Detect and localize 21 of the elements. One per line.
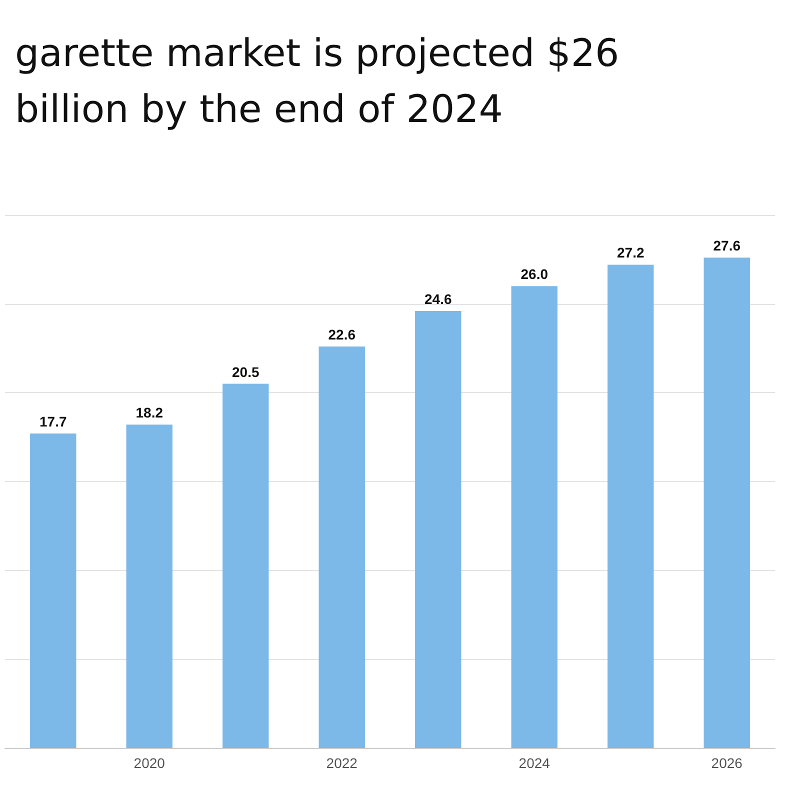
bar xyxy=(30,434,76,748)
x-tick-label: 2022 xyxy=(326,755,358,771)
data-label: 24.6 xyxy=(424,290,452,307)
data-label: 17.7 xyxy=(40,414,67,430)
x-tick-label: 2026 xyxy=(711,755,743,771)
data-label: 20.5 xyxy=(232,364,260,380)
bar xyxy=(511,286,558,748)
data-label: 27.6 xyxy=(713,238,741,254)
data-label: 22.6 xyxy=(328,326,356,342)
bar xyxy=(415,310,462,748)
bar xyxy=(704,258,750,748)
bar xyxy=(608,264,654,748)
bar xyxy=(222,384,269,748)
data-label: 26.0 xyxy=(520,266,548,282)
data-label: 27.2 xyxy=(617,244,644,261)
chart-title: garette market is projected $26 billion by the end of 2024 xyxy=(15,31,632,131)
bar xyxy=(126,424,172,748)
x-tick-label: 2024 xyxy=(518,755,550,771)
bar xyxy=(318,346,365,748)
x-tick-label: 2020 xyxy=(134,755,166,771)
data-label: 18.2 xyxy=(136,404,164,421)
